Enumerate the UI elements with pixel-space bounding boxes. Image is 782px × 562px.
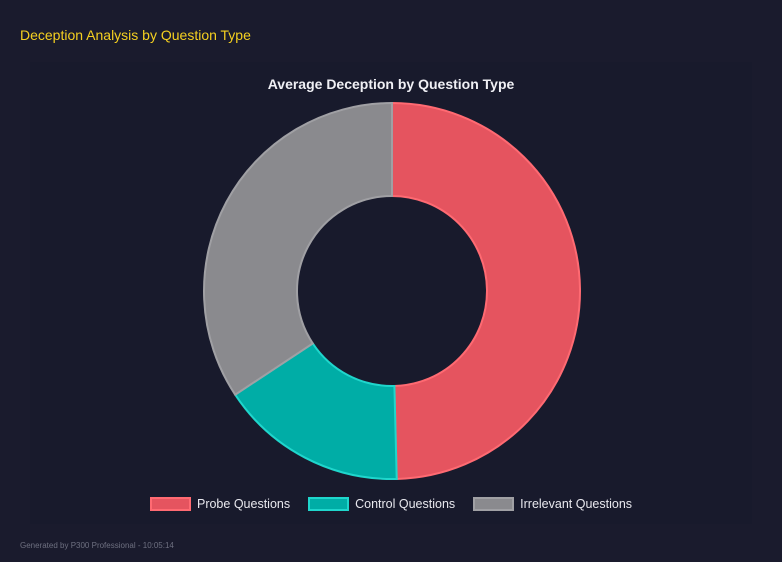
slice-control-questions[interactable] — [233, 342, 398, 480]
legend-label: Control Questions — [355, 497, 456, 511]
slice-irrelevant-questions[interactable] — [203, 101, 393, 397]
legend-label: Irrelevant Questions — [520, 497, 633, 511]
legend-swatch — [473, 497, 515, 511]
legend-label: Probe Questions — [196, 497, 291, 511]
legend-item[interactable]: Control Questions — [308, 497, 455, 511]
slice-probe-questions[interactable] — [391, 101, 581, 480]
chart-legend: Probe Questions Control Questions Irreleva… — [0, 497, 782, 511]
chart-title: Average Deception by Question Type — [267, 76, 515, 92]
legend-swatch — [308, 497, 350, 511]
legend-item[interactable]: Irrelevant Questions — [473, 497, 632, 511]
page-title: Deception Analysis by Question Type — [20, 27, 251, 43]
footer-text: Generated by P300 Professional - 10:05:1… — [20, 541, 174, 550]
legend-swatch — [149, 497, 191, 511]
legend-item[interactable]: Probe Questions — [149, 497, 291, 511]
